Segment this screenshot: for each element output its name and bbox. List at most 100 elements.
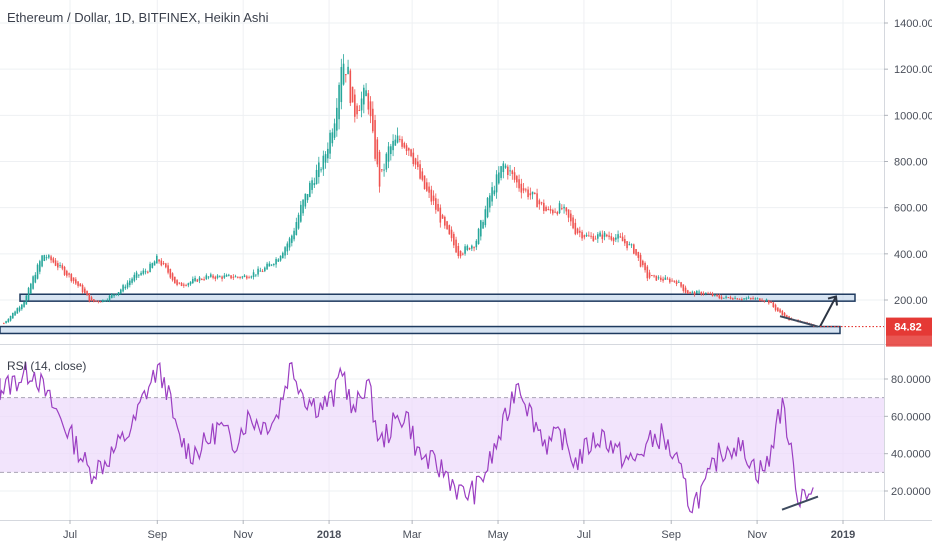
candle-body [338,84,340,120]
candle-body [448,225,451,235]
symbol-title: Ethereum / Dollar, 1D, BITFINEX, Heikin … [7,10,269,25]
candle-body [646,266,649,279]
price-tick-label: 1200.00 [894,64,932,76]
candle-body [151,263,154,268]
candle-body [48,255,50,258]
candle-body [149,263,151,273]
candle-body [403,143,406,148]
candle-body [320,169,322,171]
candle-body [270,264,273,266]
candle-body [72,277,75,282]
candle-body [493,190,496,195]
candle-body [14,311,16,316]
candle-body [693,291,696,295]
candle-body [552,209,554,214]
candle-body [752,298,754,300]
candle-body [561,208,563,210]
current-price-badge [886,317,932,336]
candle-body [50,256,52,261]
candle-body [444,216,446,226]
candle-body [606,234,608,237]
candle-body [248,277,250,279]
candle-body [331,132,334,144]
candle-body [437,203,439,212]
candle-body [657,277,660,279]
candle-body [140,272,142,275]
candle-body [216,275,219,278]
candle-body [723,297,725,299]
support-zone-upper[interactable] [19,293,856,302]
support-zone-lower[interactable] [0,325,841,335]
candle-body [468,247,471,250]
candle-body [635,249,637,255]
candle-body [165,263,167,268]
candle-body [138,274,140,276]
candle-body [115,294,118,296]
candle-body [768,300,770,304]
candle-body [23,302,25,307]
candle-body [786,315,788,318]
candle-body [102,299,104,302]
candle-body [691,291,694,293]
candle-body [243,275,246,277]
trendline-rsi[interactable] [781,495,819,511]
candle-body [624,238,626,244]
candle-body [709,293,712,295]
candle-body [66,270,68,276]
up-arrow-icon[interactable] [819,295,838,328]
candle-body [707,293,709,295]
candle-body [700,291,703,295]
candle-body [59,265,61,267]
candle-body [581,231,583,239]
trendline-price[interactable] [779,315,819,328]
candle-body [714,294,716,296]
candle-body [345,74,347,76]
candle-body [720,296,723,300]
candle-body [237,276,239,278]
candle-body [507,166,509,176]
candle-body [99,301,102,303]
candle-body [660,277,662,280]
candle-body [491,187,493,202]
candle-body [761,299,763,302]
rsi-indicator-label[interactable]: RSI (14, close) [7,359,87,373]
candle-body [513,172,516,180]
candle-body [671,280,673,282]
candle-body [5,321,7,324]
candle-body [122,285,124,292]
candle-body [178,282,181,284]
candle-body [534,193,536,195]
candle-body [205,275,208,280]
candle-body [86,290,88,296]
candle-body [225,274,228,277]
candle-body [261,271,264,273]
secondary-price-badge [886,334,932,347]
candle-body [525,189,527,191]
candle-body [576,228,579,234]
candle-body [207,276,210,278]
candle-body [763,300,766,302]
support-zones[interactable] [0,293,856,335]
candle-body [3,323,5,325]
price-axis-labels[interactable]: 1400.00 1200.00 1000.00 800.00 600.00 400.00 2… [884,18,932,307]
candle-body [531,191,534,195]
time-axis-labels[interactable]: Jul Sep Nov 2018 Mar May Jul Sep Nov 2019 [63,520,855,541]
candle-body [574,222,577,235]
rsi-tick-label: 20.0000 [891,486,931,498]
candle-body [194,277,196,281]
candle-body [223,275,226,278]
rsi-axis-labels[interactable]: 80.0000 60.0000 40.0000 20.0000 [884,374,931,498]
candle-body [257,268,259,275]
candle-body [689,292,691,294]
candle-body [777,307,779,312]
candle-body [160,260,163,266]
candle-body [680,282,682,287]
candle-body [25,295,28,305]
candle-body [772,302,775,308]
candle-body [32,276,34,289]
candle-body [401,139,403,147]
candle-body [630,244,633,246]
candle-body [81,285,84,293]
